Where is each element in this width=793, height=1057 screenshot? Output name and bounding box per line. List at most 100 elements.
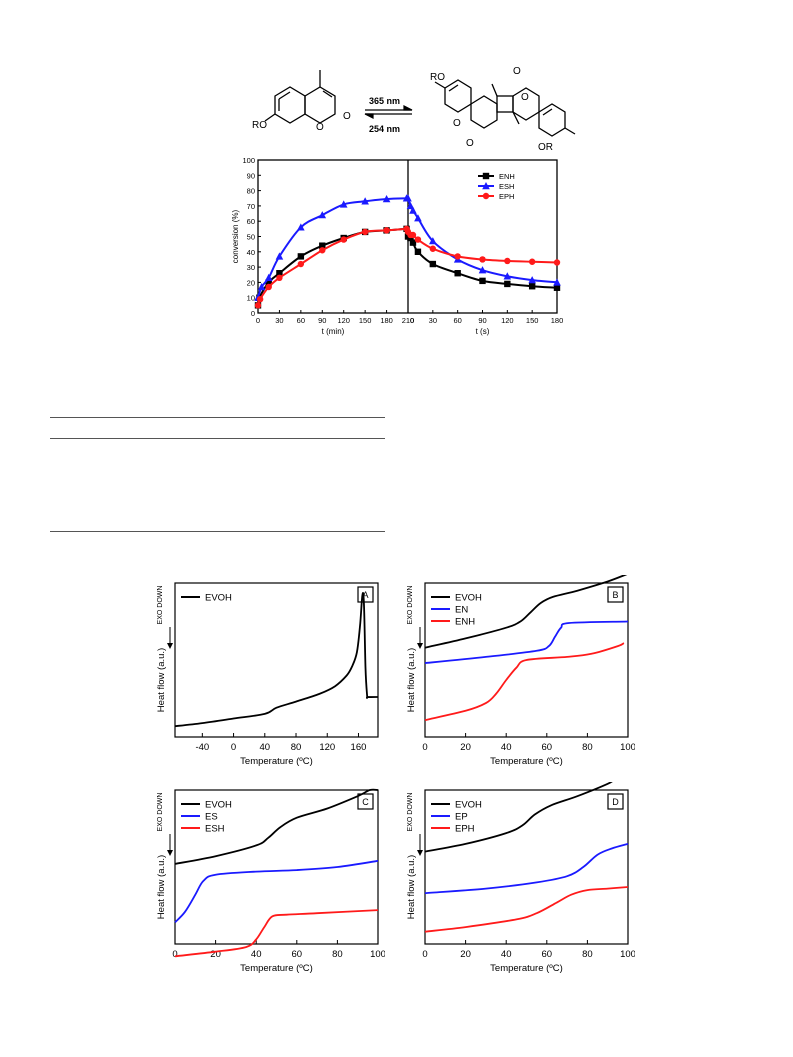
x-tick-label: 120 [337, 316, 350, 325]
y-tick-label: 10 [247, 294, 255, 303]
data-point [297, 260, 305, 268]
series-line [257, 227, 407, 306]
panel-label: D [612, 797, 619, 807]
x-axis-label: Temperature (ºC) [490, 756, 563, 767]
dimer-lower-ring-o-label: O [521, 92, 529, 103]
y-tick-label: 90 [247, 171, 255, 180]
monomer-carbonyl-o-label: O [343, 111, 351, 122]
data-point [361, 228, 369, 236]
x-tick-label: 80 [332, 949, 343, 960]
data-point [339, 200, 348, 208]
legend-label: EVOH [455, 800, 482, 811]
data-point [503, 272, 512, 280]
x-tick-label: 0 [422, 949, 427, 960]
y-tick-label: 0 [251, 309, 255, 318]
legend-label: ENH [455, 617, 475, 628]
y-tick-label: 70 [247, 202, 255, 211]
data-point [409, 206, 417, 214]
data-point [504, 280, 511, 288]
x-tick-label: 20 [460, 949, 471, 960]
series-line-esh [174, 909, 379, 958]
data-point [409, 239, 417, 246]
y-axis-label: Heat flow (a.u.) [156, 855, 167, 919]
series-eph [254, 225, 561, 309]
legend-label: EN [455, 605, 468, 616]
data-point [479, 256, 486, 263]
series-line-en [424, 620, 629, 664]
dimer-structure [434, 79, 576, 137]
plot-frame [424, 789, 629, 945]
y-axis-label: conversion (%) [231, 209, 240, 263]
panel-label-box [607, 586, 624, 603]
data-point [340, 236, 347, 243]
x-axis-label-right: t (s) [476, 327, 490, 336]
x-tick-label: 60 [297, 316, 305, 325]
dimer-upper-ring-o-label: O [453, 118, 461, 129]
panel-label-box [607, 793, 624, 810]
y-tick-label: 50 [247, 233, 255, 242]
x-axis-label: Temperature (ºC) [240, 756, 313, 767]
data-point [404, 194, 412, 202]
data-point [504, 257, 511, 265]
x-tick-label: 120 [319, 742, 335, 753]
monomer-ring-o-label: O [316, 122, 324, 133]
exo-down-label: EXO DOWN [407, 793, 414, 832]
series-line [257, 227, 407, 306]
exo-down-arrowhead-icon [417, 643, 423, 649]
data-point [478, 266, 487, 274]
data-point [553, 284, 561, 291]
arrow-top-label: 365 nm [369, 96, 400, 106]
data-point [482, 172, 490, 180]
x-tick-label: 40 [501, 742, 512, 753]
y-tick-label: 40 [247, 248, 255, 257]
exo-down-label: EXO DOWN [157, 586, 164, 625]
x-tick-label: 30 [275, 316, 283, 325]
data-point [414, 248, 422, 255]
series-line-evoh [174, 788, 379, 865]
x-tick-label: 210 [402, 316, 415, 325]
y-tick-label: 80 [247, 187, 255, 196]
data-point [265, 283, 272, 291]
y-tick-label: 20 [247, 278, 255, 287]
monomer-ro-label: RO [252, 120, 267, 131]
table-header-rule [50, 438, 385, 439]
data-point [406, 201, 415, 210]
data-point [383, 227, 390, 234]
x-tick-label: 0 [256, 316, 260, 325]
x-tick-label: -40 [195, 742, 209, 753]
series-line-eph [424, 886, 629, 933]
legend-label: EPH [499, 192, 514, 201]
table-top-rule [50, 417, 385, 418]
data-point [319, 247, 326, 254]
dimer-or-label: OR [538, 142, 553, 153]
x-tick-label: 180 [380, 316, 393, 325]
plot-frame [174, 582, 379, 738]
dsc-panel-a: -40 0 40 80 120 160 Temperature (ºC) Heat flow … [156, 582, 379, 767]
data-point [429, 260, 437, 268]
data-point [479, 277, 486, 285]
x-tick-label: 150 [526, 316, 539, 325]
dsc-panel-b: 0 20 40 60 80 100 Temperature (ºC) Heat flow (a… [406, 575, 635, 767]
data-point [528, 276, 536, 284]
dimer-ro-label: RO [430, 72, 445, 83]
data-point [319, 242, 326, 249]
data-point [276, 274, 283, 282]
exo-down-arrowhead-icon [167, 643, 173, 649]
panel-label: A [362, 590, 368, 600]
data-point [429, 245, 437, 252]
x-tick-label: 90 [318, 316, 326, 325]
data-point [256, 296, 264, 303]
data-point [265, 279, 272, 286]
y-axis-label: Heat flow (a.u.) [406, 855, 417, 919]
x-axis-label: Temperature (ºC) [490, 963, 563, 974]
data-point [254, 302, 262, 309]
plot-frame [424, 582, 629, 738]
x-tick-label: 100 [620, 742, 635, 753]
legend-label: ENH [499, 172, 515, 181]
panel-label: C [362, 797, 369, 807]
legend-label: EVOH [205, 593, 232, 604]
exo-down-arrowhead-icon [167, 850, 173, 856]
x-axis-label-left: t (min) [322, 327, 345, 336]
x-tick-label: 80 [582, 949, 593, 960]
x-tick-label: 60 [542, 949, 553, 960]
